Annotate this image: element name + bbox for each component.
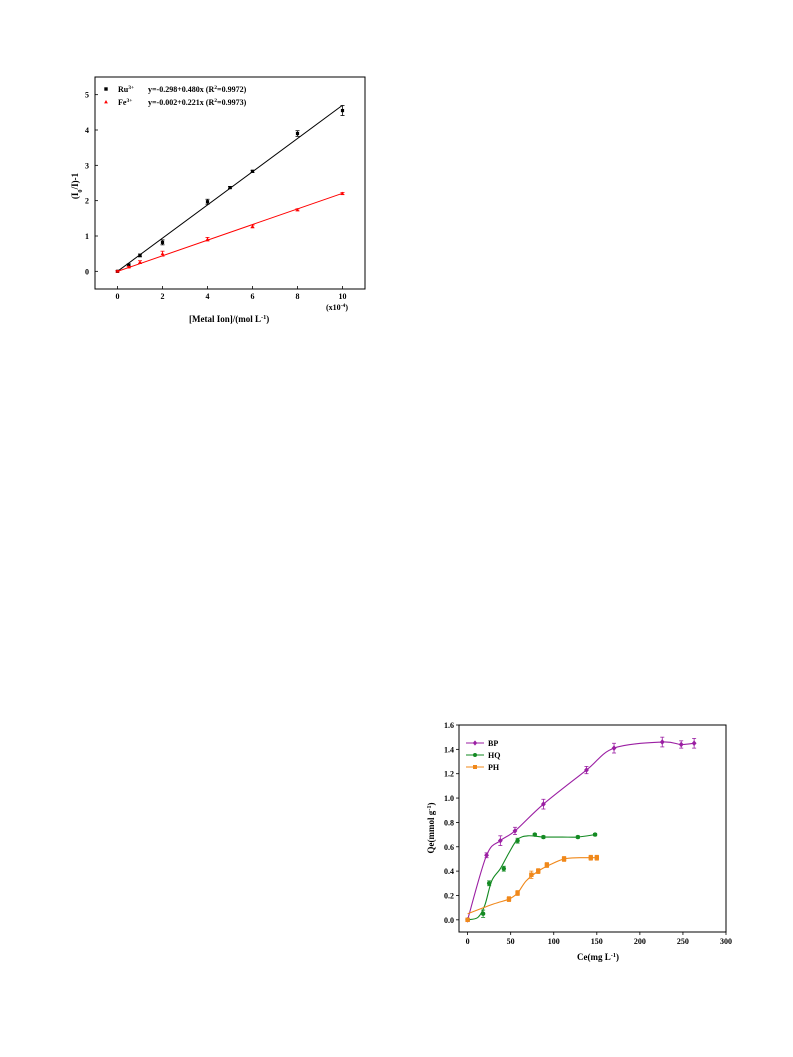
x-axis-label: [Metal Ion]/(mol L-1) <box>189 314 269 325</box>
data-point <box>544 862 550 868</box>
y-tick-label: 1.4 <box>444 745 454 754</box>
data-point <box>295 131 300 136</box>
data-point <box>592 832 598 837</box>
x-tick-label: 200 <box>634 937 646 946</box>
data-point <box>250 169 255 173</box>
data-point <box>484 852 489 859</box>
y-axis-label: Qe(mmol g-1) <box>426 803 437 854</box>
data-point <box>480 911 486 916</box>
x-tick-label: 0 <box>466 937 470 946</box>
legend-marker <box>472 740 478 746</box>
legend-label: PH <box>488 763 500 772</box>
legend-marker <box>473 765 477 769</box>
y-tick-label: 1.6 <box>444 721 454 730</box>
data-point <box>678 741 684 748</box>
legend-label: Ru3+ <box>118 85 134 94</box>
x-tick-label: 6 <box>251 292 255 301</box>
x-axis-multiplier: (x10-4) <box>326 303 348 312</box>
y-tick-label: 2 <box>85 197 89 206</box>
series-1 <box>115 191 345 273</box>
data-point <box>540 801 546 808</box>
data-point <box>541 834 546 840</box>
data-point <box>584 767 589 773</box>
y-tick-label: 1 <box>85 232 89 241</box>
data-point <box>515 838 520 843</box>
data-point <box>250 224 255 228</box>
legend-marker <box>473 753 477 757</box>
y-tick-label: 3 <box>85 161 89 170</box>
data-point <box>340 108 345 113</box>
data-point <box>486 881 492 886</box>
y-tick-label: 1.0 <box>444 794 454 803</box>
data-point <box>205 200 210 204</box>
y-tick-label: 1.2 <box>444 770 454 779</box>
data-point <box>575 834 581 840</box>
legend-marker <box>104 99 108 104</box>
data-point <box>515 890 520 896</box>
data-point <box>228 185 232 190</box>
fit-line <box>117 192 343 272</box>
data-point <box>529 872 534 877</box>
y-axis-label-box: (I0/I)-1 <box>70 172 84 199</box>
x-tick-label: 150 <box>591 937 603 946</box>
data-point <box>115 269 120 273</box>
x-axis-label: Ce(mg L-1) <box>577 952 619 963</box>
legend-label: HQ <box>488 751 500 760</box>
legend-label: BP <box>488 739 498 748</box>
data-point <box>465 917 470 923</box>
series-0 <box>115 104 345 273</box>
data-point <box>340 191 345 195</box>
y-axis-label: (I0/I)-1 <box>70 172 84 199</box>
data-point <box>588 855 593 860</box>
data-point <box>532 832 537 837</box>
data-point <box>126 265 131 269</box>
plot-frame <box>94 76 366 290</box>
legend-equation: y=-0.002+0.221x (R2=0.9973) <box>148 98 247 107</box>
x-tick-label: 50 <box>507 937 515 946</box>
x-tick-label: 8 <box>296 292 300 301</box>
data-point <box>501 866 506 871</box>
data-point <box>295 207 300 212</box>
y-tick-label: 0.4 <box>444 867 454 876</box>
series-ph <box>465 854 600 923</box>
legend-equation: y=-0.298+0.480x (R2=0.9972) <box>148 85 247 94</box>
y-tick-label: 0 <box>85 267 89 276</box>
data-point <box>205 237 210 241</box>
data-point <box>138 260 142 264</box>
data-point <box>561 856 567 862</box>
y-tick-label: 0.6 <box>444 843 454 852</box>
data-point <box>659 739 665 745</box>
x-tick-label: 100 <box>548 937 560 946</box>
y-tick-label: 0.0 <box>444 916 454 925</box>
data-point <box>138 253 142 258</box>
data-point <box>512 828 518 834</box>
data-point <box>611 745 617 751</box>
x-tick-label: 250 <box>677 937 689 946</box>
x-tick-label: 10 <box>339 292 347 301</box>
x-tick-label: 0 <box>116 292 120 301</box>
data-point <box>594 855 600 860</box>
plot-frame <box>458 724 727 933</box>
legend-label: Fe3+ <box>118 98 132 107</box>
y-tick-label: 4 <box>85 126 89 135</box>
series-curve <box>467 834 596 921</box>
data-point <box>536 868 541 874</box>
x-tick-label: 2 <box>161 292 165 301</box>
data-point <box>160 240 165 244</box>
y-tick-label: 0.8 <box>444 818 454 827</box>
y-tick-label: 5 <box>85 91 89 100</box>
y-tick-label: 0.2 <box>444 891 454 900</box>
data-point <box>160 251 165 255</box>
legend-marker <box>104 87 108 91</box>
x-tick-label: 300 <box>720 937 732 946</box>
adsorption-isotherm-chart: 0 50 100 150 200 250 300 0.0 0.2 0.4 0.6 0.8 1.0 1.2 1… <box>426 721 733 963</box>
data-point <box>127 263 131 267</box>
stern-volmer-chart: 0 2 4 6 8 10 0 1 2 3 4 5 Ru3+ y=-0.298+0.480x (R2=0.9… <box>85 76 366 325</box>
data-point <box>506 896 512 902</box>
series-curve <box>467 741 695 920</box>
x-tick-label: 4 <box>206 292 210 301</box>
